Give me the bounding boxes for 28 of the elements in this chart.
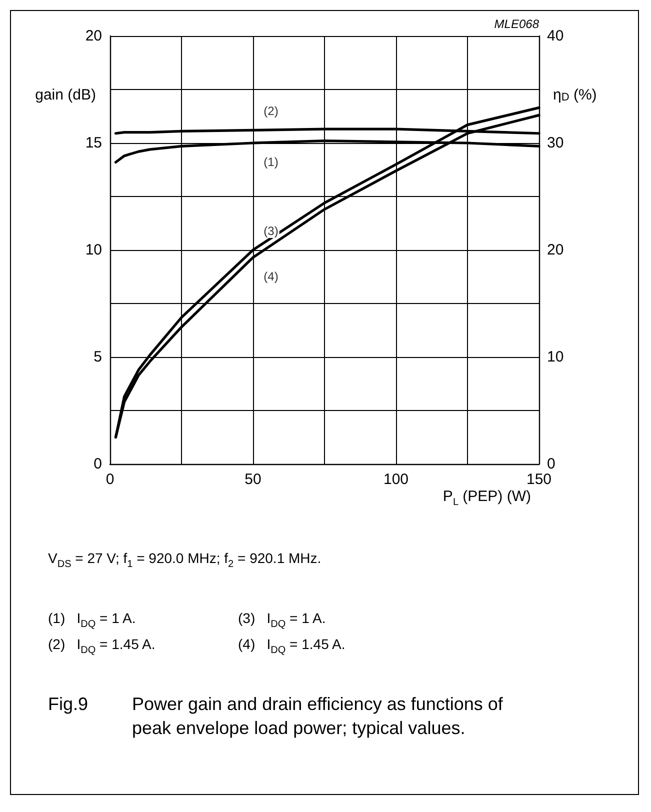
y2-tick-label: 40 [547,28,564,44]
text: (1) I$_{DQ}$ = 1 A. [48,610,137,630]
series-label: (4) [264,269,278,284]
text: (2) I$_{DQ}$ = 1.45 A. [48,636,156,656]
text: (3) I$_{DQ}$ = 1 A. [238,610,327,630]
text: (4) I$_{DQ}$ = 1.45 A. [238,636,346,656]
y2-tick-label: 20 [547,242,564,258]
y-tick-label: 10 [85,242,102,258]
y2-tick-label: 0 [547,456,556,472]
text: V$_{DS}$ = 27 V; f$_{1}$ = 920.0 MHz; f$_{2}$ = 920.1 MHz. [48,550,322,570]
y2-axis-title: ηD (%) [553,86,597,104]
y2-tick-label: 10 [547,348,564,366]
series-label: (2) [264,104,278,118]
y-tick-label: 15 [85,134,102,152]
x-tick-label: 100 [383,471,409,488]
series-label: (1) [264,155,278,169]
x-axis-title: P$_{L}$ (PEP) (W) [442,488,531,508]
x-tick-label: 50 [244,471,262,488]
x-tick-label: 150 [526,471,552,488]
x-tick-label: 0 [106,471,114,488]
y-tick-label: 5 [94,348,102,366]
y2-tick-label: 30 [547,134,564,152]
y-tick-label: 20 [85,28,102,44]
y-tick-label: 0 [94,456,102,472]
text: MLE068 [494,17,540,31]
y-axis-title: gain (dB) [35,86,96,104]
series-label: (3) [264,224,278,238]
chart-title: Fig.9 Power gain and drain efficiency as functions of peak envelope load power; typical values. [48,694,503,738]
